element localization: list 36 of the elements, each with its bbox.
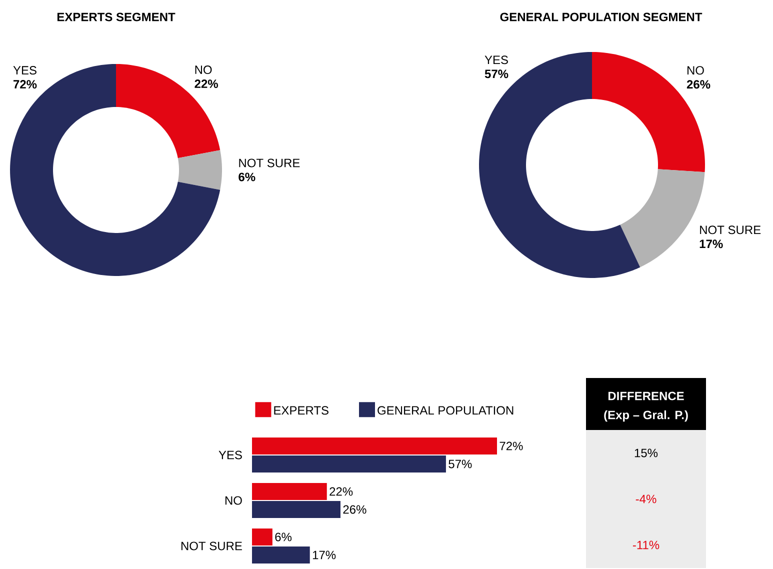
y-tick-label: YES	[218, 450, 242, 460]
data-label: 72%	[500, 442, 523, 450]
data-label: 57%	[448, 460, 472, 468]
data-label: 26%	[343, 505, 366, 514]
bar	[252, 500, 340, 518]
y-tick-label: NO	[225, 496, 242, 505]
data-label: 72%	[14, 80, 37, 89]
data-label: 26%	[686, 80, 710, 89]
data-label: 17%	[312, 550, 336, 560]
chart-title: GENERAL POPULATION SEGMENT	[500, 12, 702, 22]
bar	[252, 455, 446, 472]
slice-label: NO	[195, 66, 212, 74]
slice-label: NOT SURE	[700, 226, 761, 234]
data-label: 22%	[330, 487, 353, 496]
slice-label: NO	[687, 66, 704, 75]
data-label: 6%	[238, 172, 256, 182]
text: (Exp – Gral. P.)	[604, 410, 688, 422]
slice-label: YES	[13, 66, 36, 75]
data-label: 22%	[194, 80, 218, 88]
data-label: 57%	[484, 70, 508, 78]
data-label: 17%	[700, 240, 723, 248]
text: -11%	[632, 540, 660, 550]
text: 15%	[634, 448, 658, 458]
y-tick-label: NOT SURE	[181, 542, 242, 550]
slice-label: NOT SURE	[239, 158, 300, 168]
bar	[252, 482, 327, 500]
text: DIFFERENCE	[608, 392, 684, 400]
text: -4%	[636, 494, 656, 504]
data-label: 6%	[275, 532, 292, 542]
legend-label: EXPERTS	[274, 406, 328, 415]
chart-title: EXPERTS SEGMENT	[57, 12, 176, 22]
legend-label: GENERAL POPULATION	[378, 406, 514, 415]
slice-label: YES	[484, 56, 508, 64]
bar	[252, 546, 310, 564]
bar	[252, 528, 272, 546]
bar	[252, 437, 497, 454]
